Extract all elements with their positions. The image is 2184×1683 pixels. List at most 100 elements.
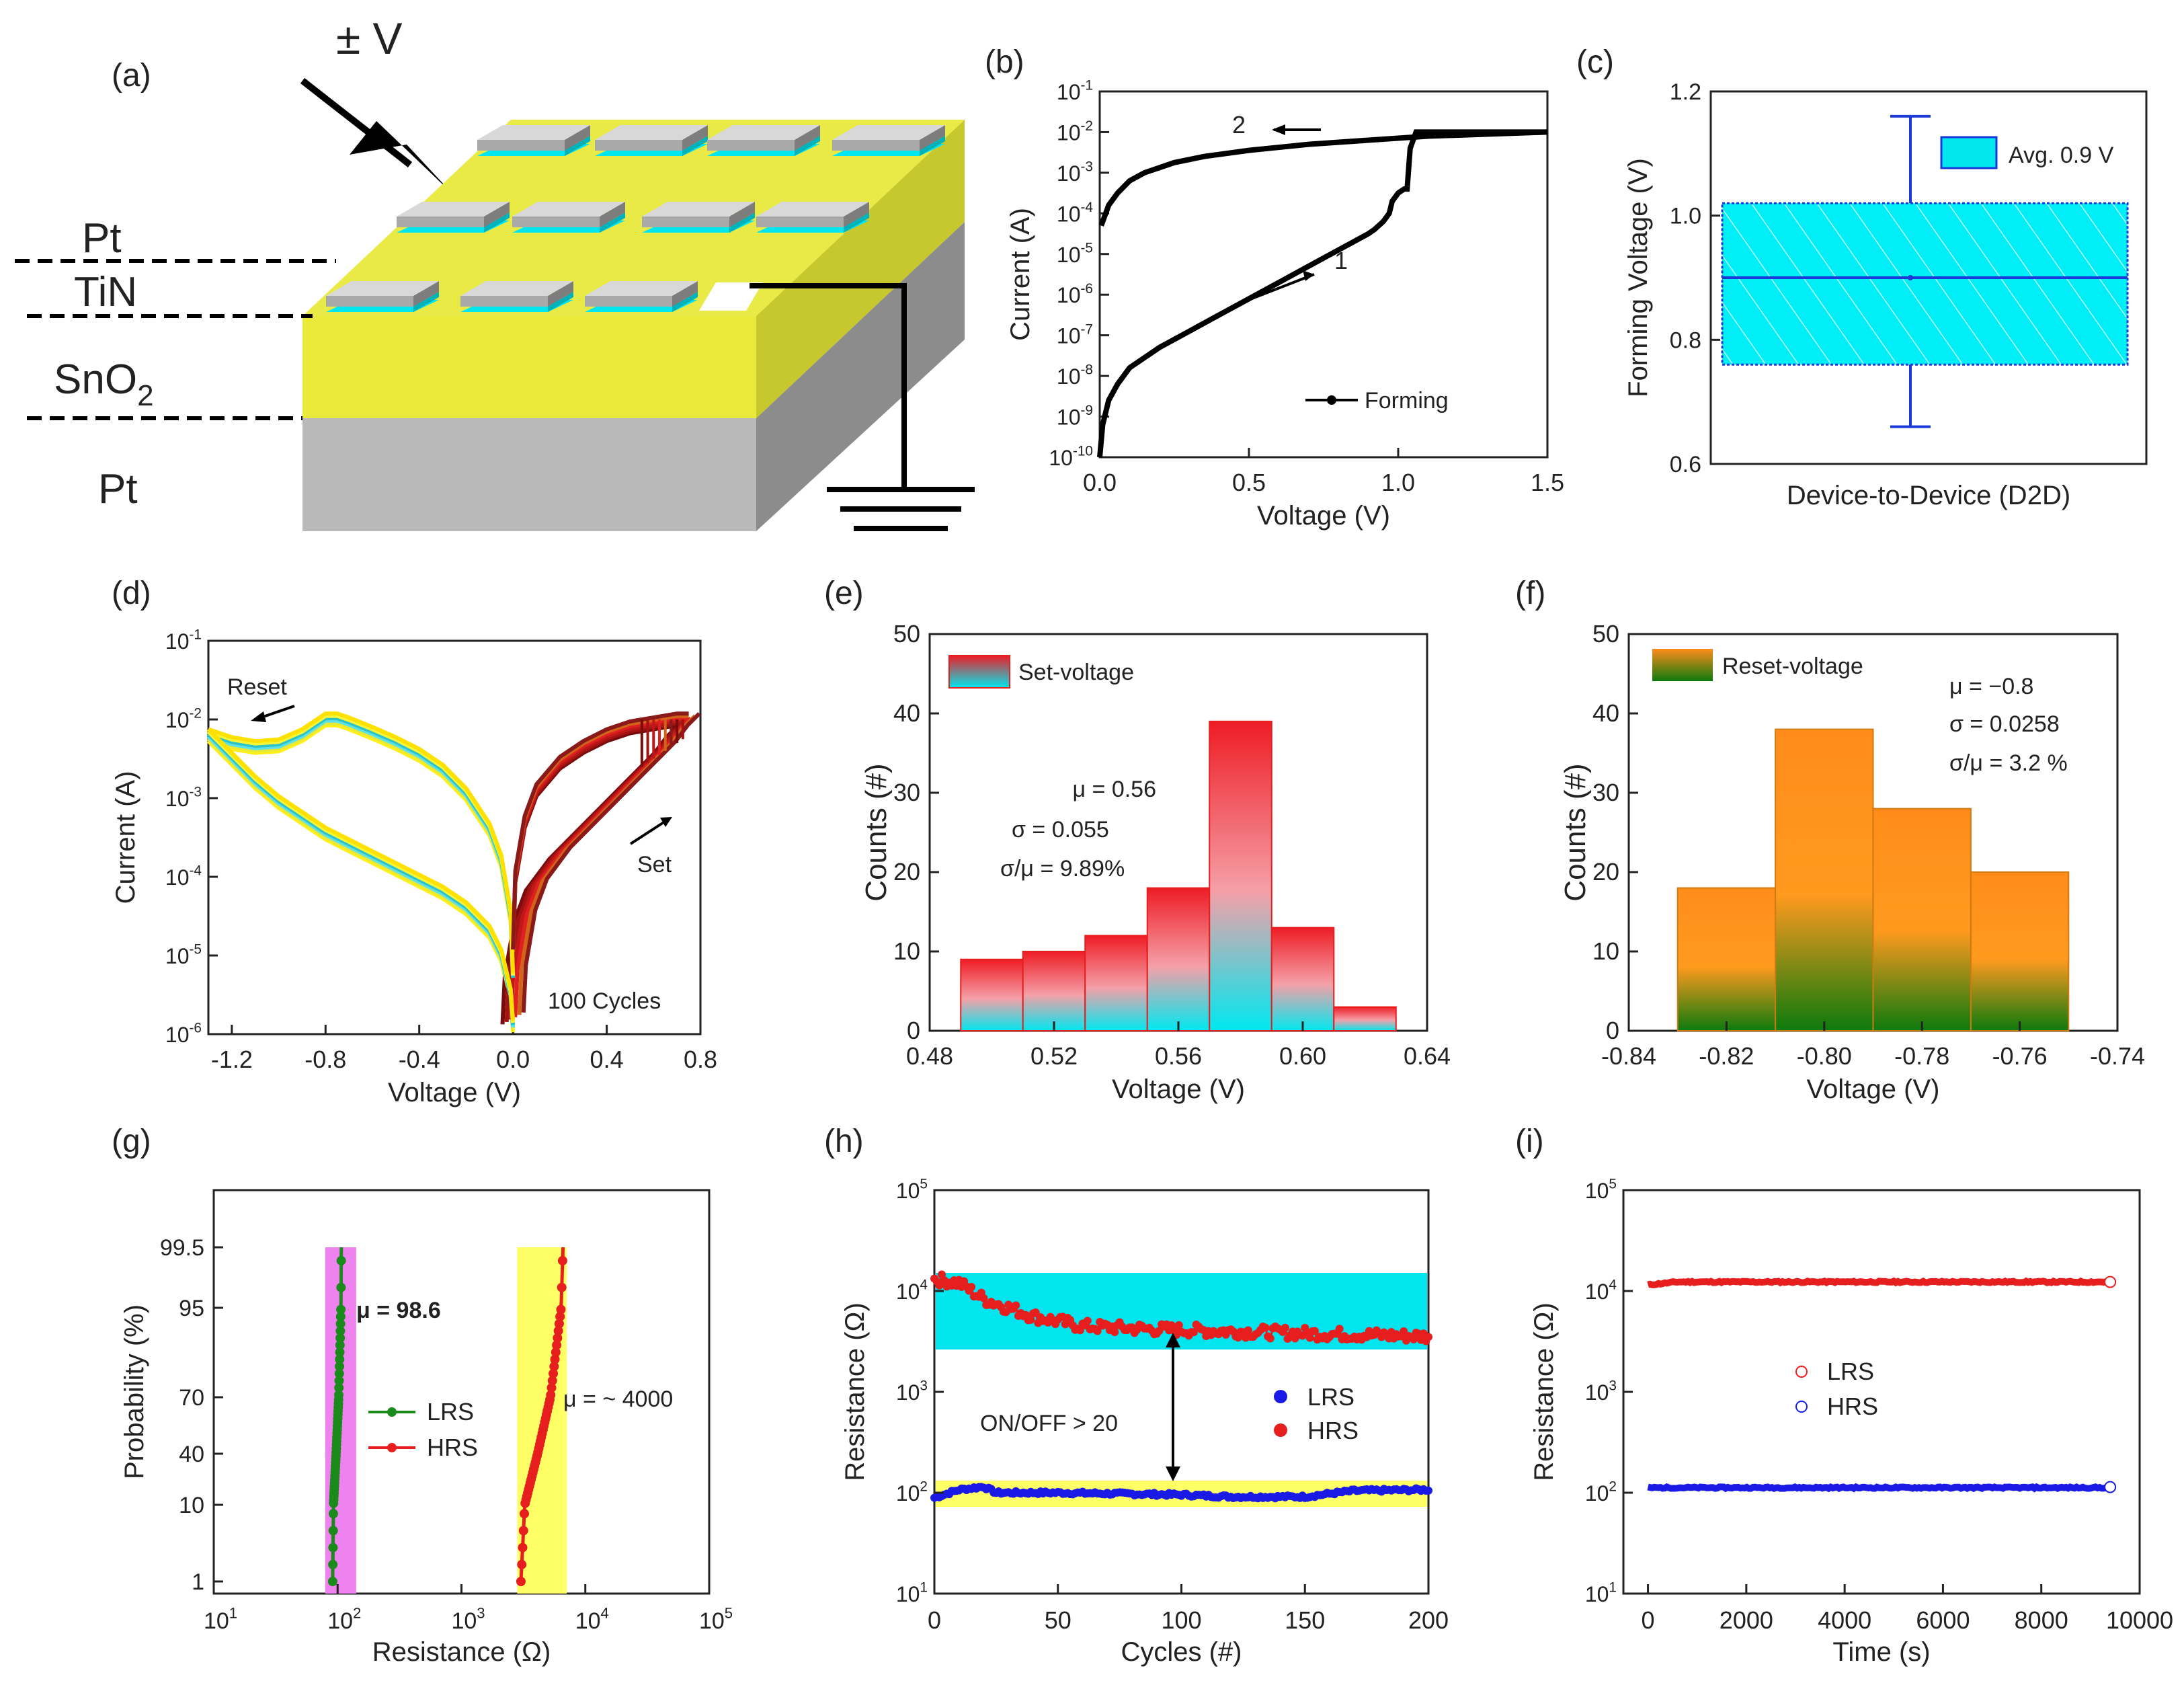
x-axis-label: Voltage (V) bbox=[1257, 501, 1390, 531]
pt-top bbox=[707, 125, 820, 140]
legend-swatch bbox=[948, 655, 1010, 689]
cdf-point bbox=[553, 1333, 563, 1343]
endurance-point bbox=[1012, 1301, 1020, 1310]
annotation-1: 1 bbox=[1334, 247, 1348, 274]
cdf-point bbox=[546, 1390, 556, 1400]
cdf-point bbox=[520, 1509, 530, 1519]
panel-label-c: (c) bbox=[1576, 44, 1614, 80]
series-forming-down bbox=[1098, 129, 1548, 227]
device-schematic: (a) ± V Pt bbox=[15, 13, 975, 531]
y-tick-label: 10-3 bbox=[1057, 159, 1093, 185]
y-tick-label: 50 bbox=[1592, 620, 1619, 648]
x-tick-label: 200 bbox=[1408, 1606, 1449, 1634]
cdf-point bbox=[335, 1326, 346, 1336]
y-tick-label: 103 bbox=[896, 1378, 928, 1405]
y-axis-label: Forming Voltage (V) bbox=[1623, 158, 1653, 397]
y-tick-label: 20 bbox=[893, 858, 920, 886]
x-tick-label: 1.5 bbox=[1531, 469, 1564, 496]
annotation-hrs-mean: μ = ~ 4000 bbox=[563, 1386, 673, 1412]
arrow-reset-head bbox=[251, 711, 266, 722]
histogram-bar bbox=[1270, 927, 1335, 1031]
y-tick-label: 30 bbox=[1592, 779, 1619, 806]
y-axis-label: Resistance (Ω) bbox=[840, 1302, 870, 1481]
y-tick-label: 105 bbox=[1585, 1177, 1617, 1203]
legend-label-lrs: LRS bbox=[1827, 1358, 1874, 1385]
cdf-point bbox=[547, 1382, 557, 1393]
pt-side bbox=[565, 125, 590, 151]
tin-side bbox=[795, 136, 820, 156]
y-tick-label: 40 bbox=[1592, 699, 1619, 727]
histogram-bar bbox=[1775, 728, 1874, 1031]
x-tick-label: 4000 bbox=[1818, 1606, 1871, 1634]
pt-top bbox=[595, 125, 708, 140]
panel-label-d: (d) bbox=[112, 576, 151, 611]
arrow-set bbox=[629, 818, 670, 845]
retention-line-upper bbox=[1647, 1277, 2111, 1288]
pt-side bbox=[672, 281, 698, 307]
histogram-bar bbox=[1970, 871, 2070, 1031]
pt-side bbox=[729, 202, 755, 227]
chart-retention: 0 2000 4000 6000 8000 10000 101 102 103 104 105 LRS… bbox=[1529, 1177, 2173, 1667]
retention-end-marker bbox=[2104, 1276, 2117, 1288]
y-axis-label: Counts (#) bbox=[860, 763, 893, 901]
cdf-point bbox=[328, 1509, 338, 1519]
cdf-point bbox=[335, 1333, 346, 1343]
endurance-point bbox=[1076, 1326, 1084, 1335]
stat-sigma: σ = 0.0258 bbox=[1949, 711, 2060, 737]
pt-side bbox=[844, 202, 869, 227]
panel-label-e: (e) bbox=[824, 576, 864, 611]
plot-frame bbox=[207, 639, 702, 1035]
endurance-point bbox=[1424, 1486, 1432, 1495]
legend-swatch bbox=[1940, 136, 1998, 169]
cdf-point bbox=[555, 1312, 565, 1322]
x-tick-label: 101 bbox=[204, 1605, 237, 1634]
cdf-point bbox=[516, 1577, 526, 1586]
x-tick-label: -0.84 bbox=[1601, 1042, 1656, 1070]
x-tick-label: 8000 bbox=[2015, 1606, 2068, 1634]
pt-top bbox=[642, 202, 755, 217]
reset-cycle-curve bbox=[206, 728, 516, 1021]
cdf-point bbox=[328, 1542, 338, 1553]
y-axis-label: Resistance (Ω) bbox=[1529, 1302, 1559, 1481]
y-axis-label: Probability (%) bbox=[120, 1304, 149, 1479]
x-tick-label: 10000 bbox=[2106, 1606, 2173, 1634]
arrow-set-head bbox=[660, 817, 672, 827]
endurance-point bbox=[967, 1283, 976, 1292]
pt-top bbox=[585, 281, 698, 296]
endurance-point bbox=[935, 1281, 944, 1290]
y-axis-label: Current (A) bbox=[111, 771, 140, 904]
x-tick-label: 0.60 bbox=[1279, 1042, 1326, 1070]
cdf-point bbox=[552, 1340, 562, 1350]
cdf-point bbox=[549, 1362, 559, 1372]
plot-frame bbox=[1622, 1189, 2141, 1595]
y-tick-label: 103 bbox=[1585, 1378, 1617, 1405]
onoff-arrow-head-top bbox=[1166, 1333, 1180, 1347]
endurance-point bbox=[1026, 1315, 1035, 1324]
x-axis-label: Cycles (#) bbox=[1121, 1637, 1242, 1667]
x-tick-label: 0.8 bbox=[684, 1046, 717, 1073]
cdf-point bbox=[335, 1340, 345, 1350]
legend-marker bbox=[1327, 395, 1336, 405]
y-tick-label: 0.6 bbox=[1670, 452, 1701, 477]
pt-top bbox=[326, 281, 439, 296]
cdf-point bbox=[336, 1255, 346, 1265]
pt-front bbox=[512, 217, 600, 227]
y-tick-label: 105 bbox=[896, 1177, 928, 1203]
y-tick-label: 10-5 bbox=[1057, 240, 1093, 266]
pt-side bbox=[795, 125, 820, 151]
y-tick-label: 30 bbox=[893, 779, 920, 806]
pt-side bbox=[413, 281, 439, 307]
pt-front bbox=[477, 140, 565, 151]
y-axis-label: Current (A) bbox=[1006, 208, 1035, 341]
set-cycle-curve bbox=[511, 721, 689, 960]
mean-marker bbox=[1908, 275, 1913, 280]
endurance-point bbox=[1174, 1321, 1183, 1329]
pt-side bbox=[920, 125, 945, 151]
endurance-point bbox=[1335, 1325, 1344, 1333]
box bbox=[1721, 202, 2129, 366]
cdf-point bbox=[335, 1347, 345, 1358]
histogram-bar bbox=[1333, 1006, 1397, 1031]
cdf-point bbox=[335, 1319, 346, 1329]
panel-label-i: (i) bbox=[1515, 1124, 1544, 1159]
pt-top bbox=[512, 202, 625, 217]
